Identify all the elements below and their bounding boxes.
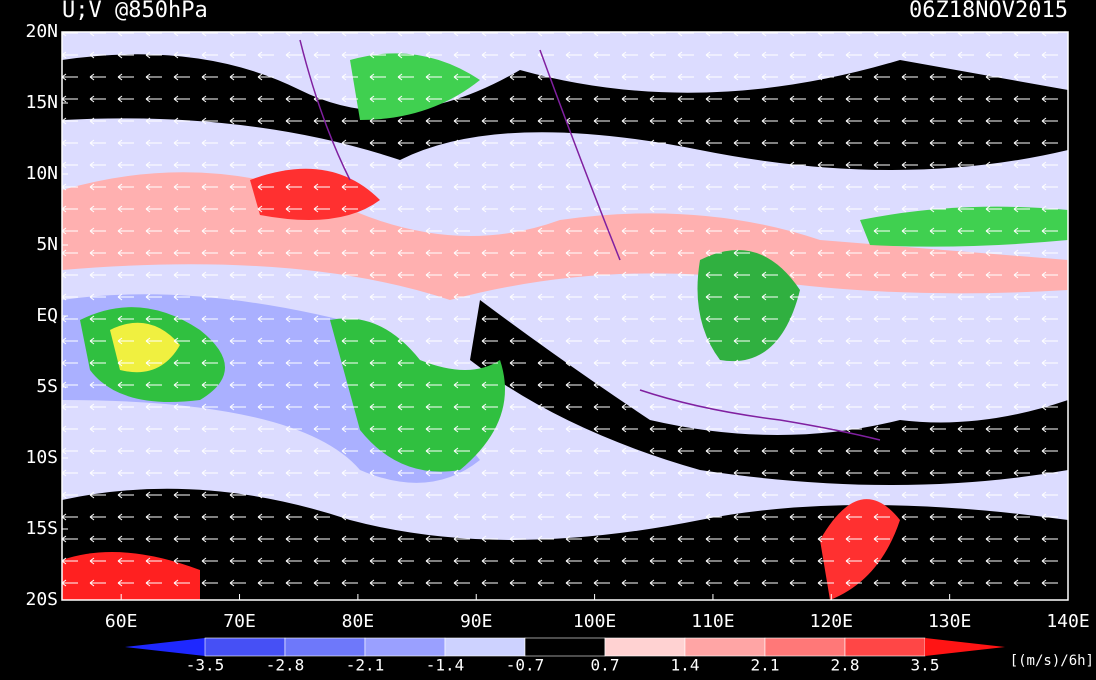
- colorbar-segment: [204, 637, 286, 657]
- colorbar-label: 2.8: [831, 656, 860, 675]
- colorbar-label: 2.1: [751, 656, 780, 675]
- colorbar-label: 1.4: [671, 656, 700, 675]
- lat-label: 10N: [25, 163, 58, 184]
- colorbar-arrow: [925, 638, 1005, 656]
- lon-label: 90E: [460, 611, 493, 632]
- lon-label: 120E: [810, 611, 853, 632]
- colorbar-label: -2.8: [266, 656, 305, 675]
- colorbar-segment: [684, 637, 766, 657]
- colorbar-label: -0.7: [506, 656, 545, 675]
- lon-label: 60E: [105, 611, 138, 632]
- lat-label: 15N: [25, 92, 58, 113]
- colorbar-segment: [764, 637, 846, 657]
- lon-label: 110E: [691, 611, 734, 632]
- wind-field: [62, 32, 1068, 600]
- colorbar-label: -3.5: [186, 656, 225, 675]
- lat-label: 20S: [25, 589, 58, 610]
- colorbar-unit: [(m/s)/6h]: [1010, 653, 1094, 669]
- colorbar-segment: [604, 637, 686, 657]
- lat-label: 20N: [25, 21, 58, 42]
- colorbar-label: 0.7: [591, 656, 620, 675]
- lon-label: 70E: [223, 611, 256, 632]
- lat-label: 10S: [25, 447, 58, 468]
- colorbar-segment: [524, 637, 606, 657]
- colorbar-label: -2.1: [346, 656, 385, 675]
- colorbar-segment: [444, 637, 526, 657]
- lon-label: 80E: [342, 611, 375, 632]
- lat-label: EQ: [36, 305, 58, 326]
- colorbar-segment: [844, 637, 926, 657]
- lat-label: 5N: [36, 234, 58, 255]
- lat-label: 15S: [25, 518, 58, 539]
- lat-label: 5S: [36, 376, 58, 397]
- colorbar-label: -1.4: [426, 656, 465, 675]
- title: U;V @850hPa: [62, 0, 208, 23]
- lon-label: 100E: [573, 611, 616, 632]
- colorbar-segment: [364, 637, 446, 657]
- time-label: 06Z18NOV2015: [909, 0, 1068, 23]
- colorbar-segment: [284, 637, 366, 657]
- lon-label: 140E: [1046, 611, 1089, 632]
- colorbar-arrow: [125, 638, 205, 656]
- lon-label: 130E: [928, 611, 971, 632]
- colorbar-label: 3.5: [911, 656, 940, 675]
